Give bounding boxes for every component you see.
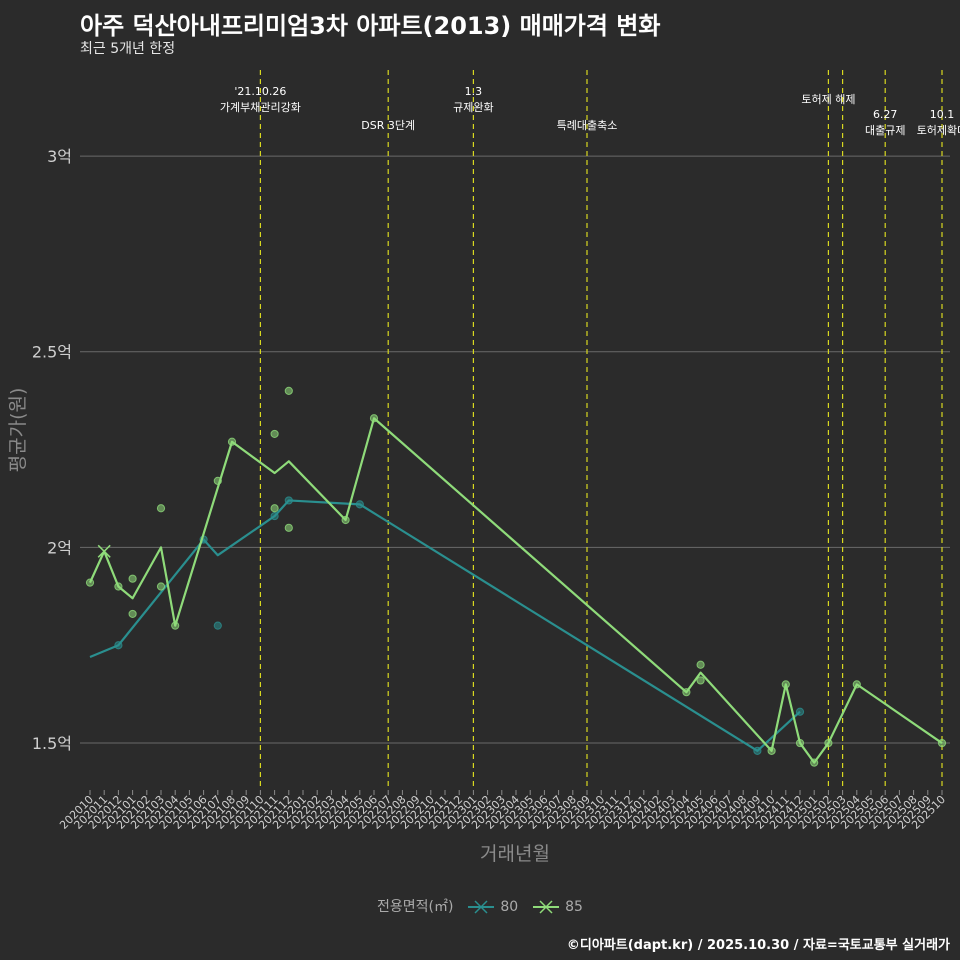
legend-label-85: 85 — [565, 899, 583, 915]
data-point-85 — [682, 688, 691, 697]
event-label: 특례대출축소 — [557, 119, 618, 132]
data-point-85 — [128, 574, 137, 583]
source-credit: ©디아파트(dapt.kr) / 2025.10.30 / 자료=국토교통부 실… — [566, 938, 950, 953]
event-label: 가계부채관리강화 — [220, 101, 301, 114]
y-tick-label: 3억 — [47, 147, 72, 166]
series-line-85 — [88, 417, 943, 764]
y-tick-label: 2.5억 — [32, 343, 72, 362]
data-point-85 — [824, 738, 833, 748]
chart-subtitle: 최근 5개년 한정 — [80, 41, 176, 57]
data-point-80 — [270, 511, 279, 521]
data-point-85 — [284, 523, 293, 532]
data-point-85 — [171, 621, 180, 630]
legend-key-80 — [467, 900, 494, 914]
data-point-85 — [696, 660, 705, 669]
cross-marker — [97, 544, 111, 558]
event-label: '21.10.26 — [234, 85, 286, 98]
data-point-85 — [369, 414, 379, 423]
y-tick-label: 2억 — [47, 538, 72, 557]
data-point-85 — [795, 738, 805, 748]
event-label: 토허제확대 — [917, 124, 960, 137]
event-label: 1.3 — [465, 85, 483, 98]
data-point-80 — [355, 500, 364, 509]
data-point-80 — [114, 641, 123, 650]
data-point-85 — [114, 582, 123, 591]
data-point-80 — [213, 621, 222, 630]
data-point-85 — [852, 680, 861, 689]
chart-title: 아주 덕산아내프리미엄3차 아파트(2013) 매매가격 변화 — [80, 12, 661, 40]
event-label: 규제완화 — [453, 101, 493, 114]
data-point-85 — [810, 758, 819, 767]
data-point-85 — [937, 738, 947, 748]
data-point-85 — [341, 515, 350, 525]
legend-title: 전용면적(㎡) — [377, 899, 454, 915]
data-point-85 — [156, 504, 166, 513]
data-point-85 — [270, 429, 279, 439]
data-point-85 — [284, 386, 293, 395]
legend-key-85 — [532, 900, 559, 914]
y-axis-title: 평균가(원) — [7, 388, 29, 473]
event-label: 대출규제 — [865, 124, 905, 137]
data-point-80 — [284, 496, 293, 505]
y-tick-label: 1.5억 — [32, 734, 72, 753]
event-label: DSR 3단계 — [361, 119, 415, 132]
event-label: 토허제 해제 — [801, 92, 855, 106]
legend-label-80: 80 — [500, 899, 519, 915]
data-point-80 — [753, 746, 762, 755]
data-point-85 — [85, 578, 95, 587]
data-point-85 — [696, 676, 705, 685]
data-point-85 — [156, 582, 166, 591]
event-label: 6.27 — [873, 108, 898, 121]
x-axis-title: 거래년월 — [480, 843, 550, 865]
legend-item-85: 85 — [531, 899, 583, 915]
data-point-85 — [213, 476, 222, 485]
legend-item-80: 80 — [466, 899, 518, 915]
data-point-85 — [270, 504, 279, 513]
event-label: 10.1 — [930, 108, 955, 121]
data-point-85 — [781, 680, 790, 689]
data-point-85 — [227, 437, 237, 446]
legend: 전용면적(㎡) 80 85 — [0, 896, 960, 916]
data-point-85 — [767, 746, 776, 755]
data-point-85 — [128, 609, 137, 619]
series-line-80 — [89, 499, 801, 752]
data-point-80 — [795, 707, 805, 716]
